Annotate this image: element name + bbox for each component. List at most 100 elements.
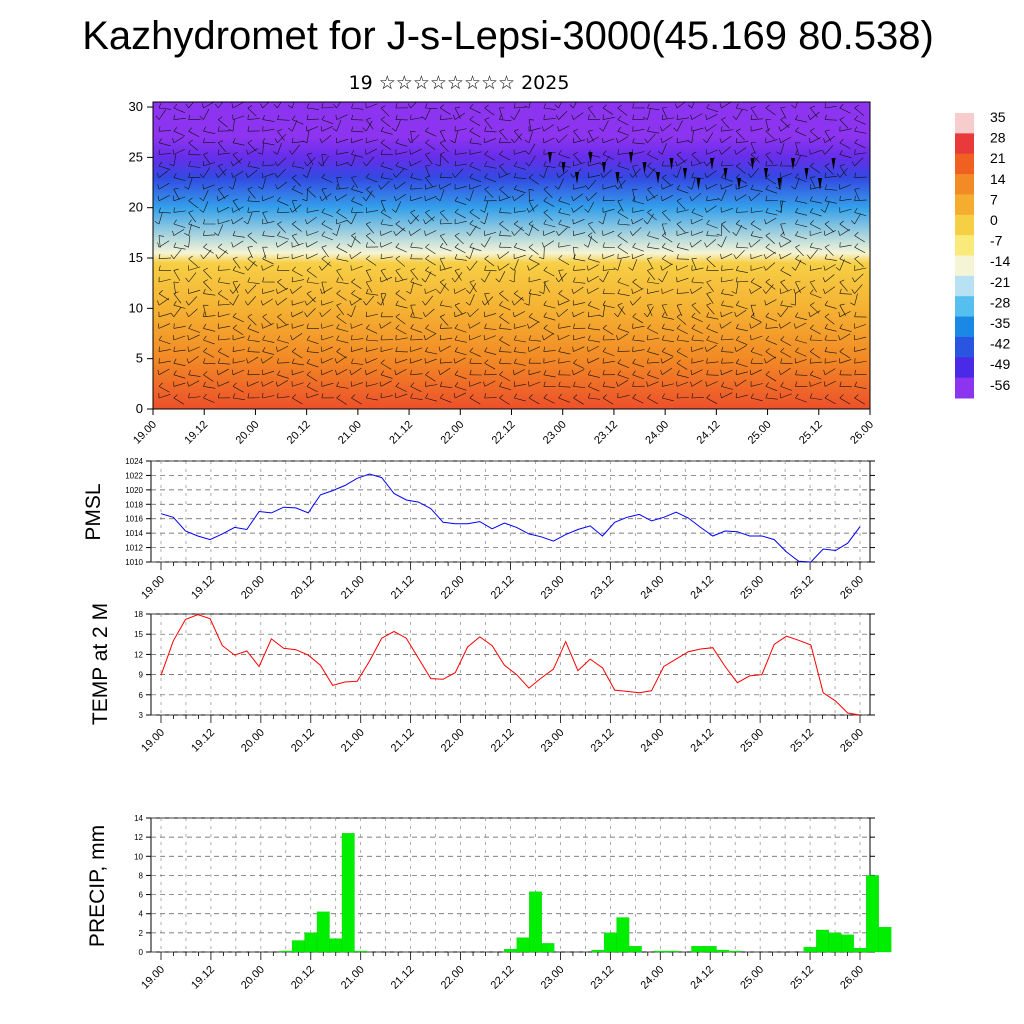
wind-barb — [350, 381, 363, 387]
wind-barb — [158, 207, 172, 214]
wind-barb — [243, 212, 253, 225]
wind-barb — [628, 259, 638, 271]
wind-barb — [199, 189, 209, 202]
wind-flag — [818, 178, 822, 190]
wind-barb — [646, 381, 659, 387]
wind-barb — [775, 200, 784, 213]
wind-barb — [484, 173, 496, 183]
wind-barb — [469, 242, 482, 252]
wind-barb — [660, 367, 673, 376]
wind-barb — [469, 138, 482, 145]
page-subtitle: 19 ☆☆☆☆☆☆☆☆ 2025 — [348, 72, 570, 94]
colorbar-swatch — [955, 275, 974, 297]
wind-barb — [425, 381, 438, 387]
wind-barb — [779, 392, 792, 399]
wind-barb — [351, 175, 358, 189]
wind-barb — [542, 240, 555, 248]
wind-barb — [201, 102, 215, 109]
wind-barb — [795, 231, 808, 240]
precip-bar — [653, 950, 667, 953]
x-tick-label: 25.12 — [788, 964, 816, 992]
wind-barb — [779, 253, 792, 260]
wind-barb — [661, 106, 668, 120]
wind-barb — [409, 148, 422, 155]
wind-barb — [304, 297, 317, 306]
wind-barb — [836, 168, 848, 178]
series-line — [160, 614, 861, 716]
wind-barb — [469, 149, 482, 155]
wind-barb — [586, 136, 599, 144]
wind-barb — [407, 214, 419, 225]
wind-barb — [809, 289, 822, 299]
y-tick-label: 6 — [139, 691, 144, 700]
colorbar-swatch — [955, 194, 974, 216]
wind-barb — [750, 207, 763, 213]
wind-barb — [528, 381, 541, 387]
wind-barb — [436, 283, 447, 294]
wind-barb — [288, 120, 298, 132]
wind-barb — [543, 103, 556, 111]
wind-barb — [169, 154, 177, 167]
wind-barb — [776, 142, 785, 155]
wind-barb — [750, 381, 763, 387]
wind-barb — [154, 212, 163, 225]
wind-barb — [351, 394, 362, 405]
colorbar-label: 21 — [990, 150, 1006, 166]
wind-barb — [467, 308, 479, 318]
wind-barb — [661, 243, 674, 252]
wind-barb — [319, 261, 331, 271]
wind-barb — [499, 128, 508, 141]
wind-barb — [854, 138, 866, 149]
wind-barb — [720, 392, 733, 399]
wind-barb — [573, 128, 582, 141]
wind-barb — [851, 284, 863, 294]
heatmap-x-tick-label: 25.00 — [746, 419, 774, 447]
wind-barb — [336, 208, 347, 219]
wind-barb — [395, 220, 406, 232]
wind-barb — [647, 304, 653, 317]
wind-barb — [690, 369, 703, 376]
wind-barb — [556, 308, 569, 318]
wind-barb — [543, 394, 555, 404]
wind-barb — [527, 346, 541, 352]
wind-barb — [261, 195, 274, 202]
y-tick-label: 6 — [139, 891, 144, 900]
heatmap-y-tick-label: 10 — [129, 300, 143, 315]
wind-barb — [632, 381, 645, 387]
wind-barb — [780, 106, 787, 119]
wind-barb — [780, 116, 790, 129]
x-tick-label: 22.12 — [489, 964, 517, 992]
wind-barb — [602, 137, 615, 144]
wind-barb — [661, 381, 674, 387]
wind-barb — [599, 271, 609, 283]
wind-barb — [852, 273, 864, 283]
wind-barb — [365, 102, 378, 109]
wind-barb — [277, 370, 289, 379]
wind-barb — [780, 231, 792, 242]
x-tick-label: 19.00 — [139, 727, 167, 755]
wind-barb — [632, 138, 645, 145]
wind-barb — [480, 212, 489, 225]
wind-barb — [170, 307, 182, 317]
wind-barb — [586, 275, 599, 283]
heatmap-y-tick-label: 30 — [129, 99, 143, 114]
wind-flag — [642, 162, 647, 174]
wind-barb — [734, 309, 747, 318]
wind-barb — [332, 119, 342, 132]
wind-barb — [454, 302, 463, 315]
wind-barb — [481, 296, 494, 306]
wind-barb — [499, 150, 511, 161]
wind-barb — [321, 245, 329, 258]
wind-barb — [499, 371, 510, 382]
wind-barb — [158, 265, 172, 271]
wind-barb — [173, 346, 186, 352]
wind-barb — [809, 208, 822, 217]
wind-barb — [631, 218, 644, 225]
wind-barb — [203, 152, 211, 165]
wind-barb — [439, 300, 453, 308]
wind-barb — [336, 323, 349, 332]
colorbar-label: -28 — [990, 294, 1010, 310]
wind-barb — [186, 308, 198, 318]
precip-bar — [828, 932, 842, 953]
wind-barb — [514, 290, 525, 301]
